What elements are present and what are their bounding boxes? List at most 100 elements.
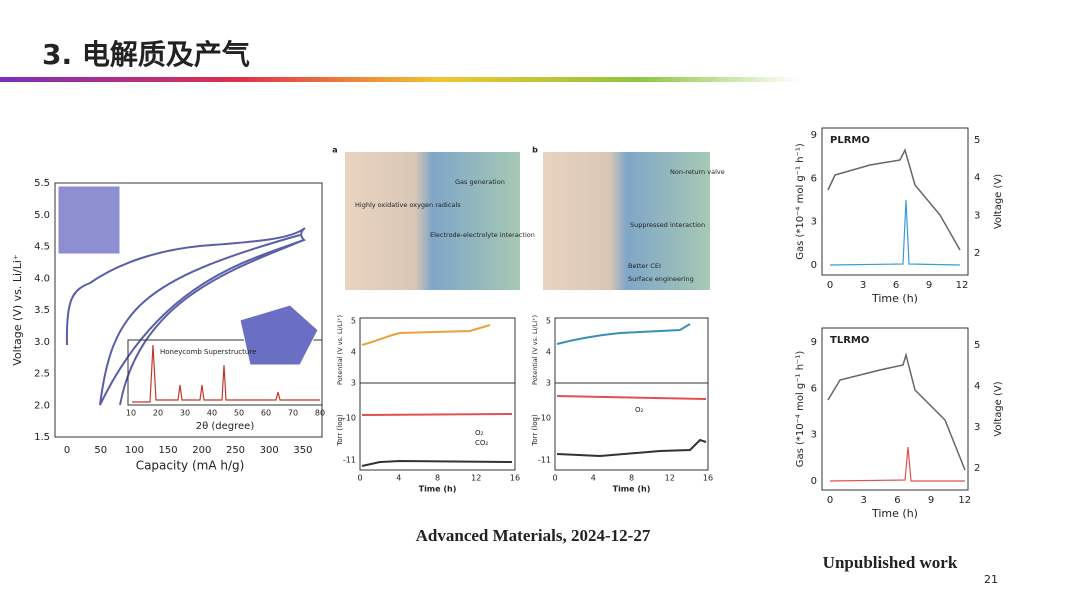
panel-label: b — [532, 146, 538, 155]
schematic-note: Surface engineering — [628, 275, 694, 283]
gas-curve — [829, 199, 961, 266]
x-tick-label: 250 — [226, 445, 245, 456]
schematic-a — [345, 152, 520, 290]
page-number: 21 — [984, 573, 998, 586]
x-tick-label: 0 — [827, 280, 833, 291]
slide-title: 3. 电解质及产气 — [42, 38, 250, 71]
y-tick-label: 6 — [811, 173, 817, 184]
plot-frame — [554, 317, 709, 471]
y-tick-label: 0 — [811, 476, 817, 487]
y-tick-label: 9 — [811, 130, 817, 141]
x-tick-label: 200 — [192, 445, 211, 456]
x-tick-label: 12 — [958, 495, 971, 506]
y-axis-label: Torr (log) — [336, 414, 344, 447]
x-tick-label: 12 — [956, 280, 969, 291]
structure-illustration — [57, 185, 319, 366]
x-tick-label: 30 — [180, 409, 190, 418]
x-tick-label: 3 — [861, 495, 867, 506]
schematic-b — [543, 152, 710, 290]
y2-tick-label: 3 — [974, 422, 980, 433]
potential-curve — [361, 324, 491, 346]
x-axis-label: Time (h) — [871, 292, 918, 305]
voltage-curve — [827, 147, 961, 251]
y-tick-label: 5.5 — [34, 178, 50, 189]
xrd-pattern — [132, 344, 320, 403]
x-tick-label: 9 — [928, 495, 934, 506]
legend-label: O₂ — [475, 429, 484, 437]
title-underline — [0, 77, 800, 82]
x-tick-label: 0 — [357, 474, 362, 483]
x-tick-label: 50 — [234, 409, 244, 418]
schematic-note: Suppressed interaction — [630, 221, 705, 229]
y-axis-label: Potential (V vs. Li/Li⁺) — [531, 315, 539, 385]
y2-tick-label: 2 — [974, 463, 980, 474]
y-tick-label: 5 — [351, 317, 356, 326]
x-axis-label: 2θ (degree) — [196, 421, 255, 432]
y-tick-label: 0 — [811, 260, 817, 271]
x-tick-label: 20 — [153, 409, 163, 418]
y-tick-label: 9 — [811, 337, 817, 348]
o2-curve — [556, 395, 707, 400]
x-tick-label: 100 — [125, 445, 144, 456]
y2-axis-label: Voltage (V) — [993, 174, 1004, 229]
plot-frame — [821, 327, 969, 491]
y-tick-label: 4 — [351, 348, 356, 357]
y-tick-label: -11 — [538, 456, 551, 465]
panel-label: PLRMO — [830, 135, 870, 146]
y2-tick-label: 3 — [974, 210, 980, 221]
y2-tick-label: 5 — [974, 340, 980, 351]
y-tick-label: 4.0 — [34, 273, 50, 284]
x-tick-label: 0 — [827, 495, 833, 506]
y-tick-label: 3 — [811, 217, 817, 228]
x-tick-label: 70 — [288, 409, 298, 418]
y-tick-label: 5 — [546, 317, 551, 326]
y-tick-label: 5.0 — [34, 210, 50, 221]
x-tick-label: 6 — [894, 495, 900, 506]
y-axis-label: Torr (log) — [531, 414, 539, 447]
gas-curve — [829, 446, 965, 482]
x-tick-label: 350 — [293, 445, 312, 456]
x-tick-label: 10 — [126, 409, 136, 418]
y-tick-label: 4 — [546, 348, 551, 357]
y2-axis-label: Voltage (V) — [993, 381, 1004, 436]
x-tick-label: 8 — [629, 474, 634, 483]
y2-tick-label: 4 — [974, 173, 980, 184]
y-tick-label: 3 — [546, 379, 551, 388]
caption: Unpublished work — [823, 553, 958, 572]
y2-tick-label: 5 — [974, 135, 980, 146]
annotation: Honeycomb Superstructure — [160, 348, 256, 356]
plot-frame — [54, 182, 323, 438]
legend-label: CO₂ — [475, 439, 488, 447]
y2-tick-label: 4 — [974, 381, 980, 392]
y-tick-label: 2.5 — [34, 369, 50, 380]
y-tick-label: 2.0 — [34, 400, 50, 411]
y2-tick-label: 2 — [974, 248, 980, 259]
co2-curve — [361, 459, 513, 467]
x-tick-label: 150 — [159, 445, 178, 456]
y-tick-label: 6 — [811, 383, 817, 394]
x-tick-label: 9 — [926, 280, 932, 291]
schematic-note: Highly oxidative oxygen radicals — [355, 201, 461, 209]
x-tick-label: 16 — [510, 474, 520, 483]
y-tick-label: -10 — [343, 414, 356, 423]
voltage-curve — [65, 227, 306, 406]
x-axis-label: Capacity (mA h/g) — [136, 459, 245, 473]
x-tick-label: 300 — [260, 445, 279, 456]
potential-curve — [556, 323, 691, 345]
plot-frame — [821, 127, 969, 276]
x-axis-label: Time (h) — [419, 485, 457, 494]
o2-curve — [361, 413, 513, 416]
y-tick-label: 1.5 — [34, 432, 50, 443]
x-tick-label: 4 — [591, 474, 596, 483]
y-axis-label: Gas (*10⁻⁴ mol g⁻¹ h⁻¹) — [795, 143, 806, 260]
x-tick-label: 40 — [207, 409, 217, 418]
x-tick-label: 12 — [665, 474, 675, 483]
panel-label: a — [332, 146, 337, 155]
inset-frame — [127, 339, 323, 406]
voltage-curve — [827, 352, 966, 471]
y-tick-label: 3.0 — [34, 337, 50, 348]
x-tick-label: 50 — [94, 445, 107, 456]
legend-label: O₂ — [635, 406, 644, 414]
panel-label: TLRMO — [830, 335, 869, 346]
